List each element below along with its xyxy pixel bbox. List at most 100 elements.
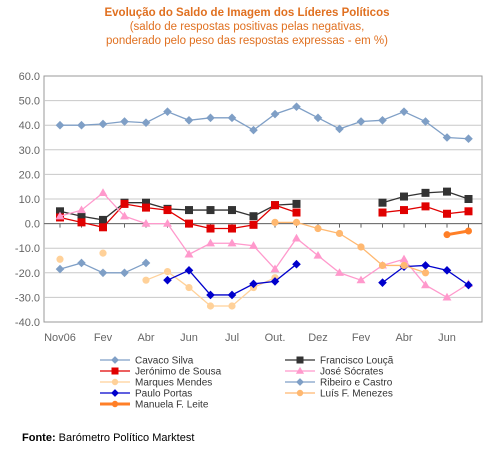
data-point [120, 199, 129, 208]
data-point [77, 218, 86, 227]
data-point [270, 264, 280, 273]
data-point [399, 107, 409, 116]
data-point [98, 188, 108, 196]
data-point [206, 224, 215, 233]
x-tick-label: Dez [308, 332, 328, 344]
data-point [249, 279, 258, 289]
x-tick-label: Jun [438, 332, 456, 344]
legend-label: Marques Mendes [135, 378, 212, 389]
data-point [313, 250, 323, 259]
legend-label: Manuela F. Leite [135, 400, 209, 411]
x-tick-label: Jul [225, 332, 239, 344]
data-point [292, 259, 301, 269]
data-point [141, 118, 151, 128]
data-point [378, 261, 387, 270]
data-point [421, 261, 430, 270]
data-point [111, 389, 119, 397]
data-point [163, 107, 172, 116]
legend-label: Francisco Louçã [320, 356, 394, 367]
data-point [185, 219, 193, 228]
data-point [120, 211, 129, 220]
data-point [227, 290, 237, 300]
data-point [270, 277, 280, 286]
data-point [141, 219, 151, 227]
legend-label: Jerónimo de Sousa [135, 367, 222, 378]
data-point [98, 119, 108, 129]
data-point [111, 356, 119, 364]
data-point [142, 203, 150, 212]
y-tick-label: -30.0 [15, 292, 40, 304]
data-point [271, 201, 279, 210]
data-point [77, 120, 86, 130]
data-point [400, 261, 408, 270]
data-point [378, 198, 387, 207]
data-point [356, 275, 366, 284]
data-point [206, 238, 215, 247]
data-point [464, 134, 473, 144]
data-point [99, 215, 107, 224]
data-point [249, 241, 258, 249]
data-point [443, 187, 451, 196]
data-point [249, 212, 258, 221]
legend-label: Cavaco Silva [135, 356, 194, 367]
data-point [378, 115, 387, 125]
data-point [292, 233, 301, 242]
data-point [464, 207, 473, 216]
data-point [206, 113, 215, 123]
data-point [77, 258, 86, 268]
data-point [442, 133, 452, 142]
data-point [111, 400, 119, 408]
y-tick-label: 0.0 [25, 219, 40, 231]
data-point [442, 292, 452, 301]
data-point [378, 278, 387, 287]
data-point [184, 115, 194, 125]
chart-subtitle-line-2: ponderado pelo peso das respostas expres… [106, 35, 388, 47]
y-tick-label: 50.0 [19, 96, 40, 108]
data-point [185, 283, 193, 292]
data-point [356, 117, 366, 126]
data-point [465, 227, 472, 235]
legend-label: Paulo Portas [135, 389, 192, 400]
data-point [163, 267, 172, 276]
data-point [55, 211, 65, 220]
source-text: Barómetro Político Marktest [55, 432, 195, 444]
data-point [163, 219, 172, 227]
data-point [249, 125, 258, 135]
data-point [184, 249, 194, 258]
data-point [120, 117, 129, 126]
data-point [111, 378, 119, 386]
data-point [271, 218, 279, 226]
data-point [56, 255, 64, 263]
legend-label: José Sócrates [320, 367, 383, 378]
data-point [228, 302, 236, 310]
data-point [206, 302, 215, 310]
data-point [400, 192, 408, 201]
x-tick-label: Jun [180, 332, 198, 344]
data-point [313, 113, 323, 123]
data-point [249, 220, 258, 229]
data-point [99, 249, 107, 257]
data-point [228, 206, 236, 215]
x-tick-label: Abr [395, 332, 412, 344]
data-point [442, 266, 452, 275]
data-point [227, 113, 237, 123]
data-point [292, 218, 301, 226]
data-point [443, 209, 451, 218]
legend-label: Ribeiro e Castro [320, 378, 393, 389]
y-tick-label: 20.0 [19, 169, 40, 181]
series-line [59, 191, 469, 299]
data-point [421, 188, 430, 197]
y-tick-label: 40.0 [19, 120, 40, 132]
data-point [228, 224, 236, 233]
source-label: Fonte: [22, 432, 56, 444]
data-point [142, 276, 150, 284]
chart-title: Evolução do Saldo de Imagem dos Líderes … [104, 7, 390, 19]
data-point [378, 208, 387, 217]
data-point [357, 243, 365, 251]
data-point [55, 120, 65, 130]
data-point [292, 208, 301, 217]
y-tick-label: 30.0 [19, 145, 40, 157]
data-point [335, 229, 344, 238]
x-tick-label: Abr [137, 332, 154, 344]
